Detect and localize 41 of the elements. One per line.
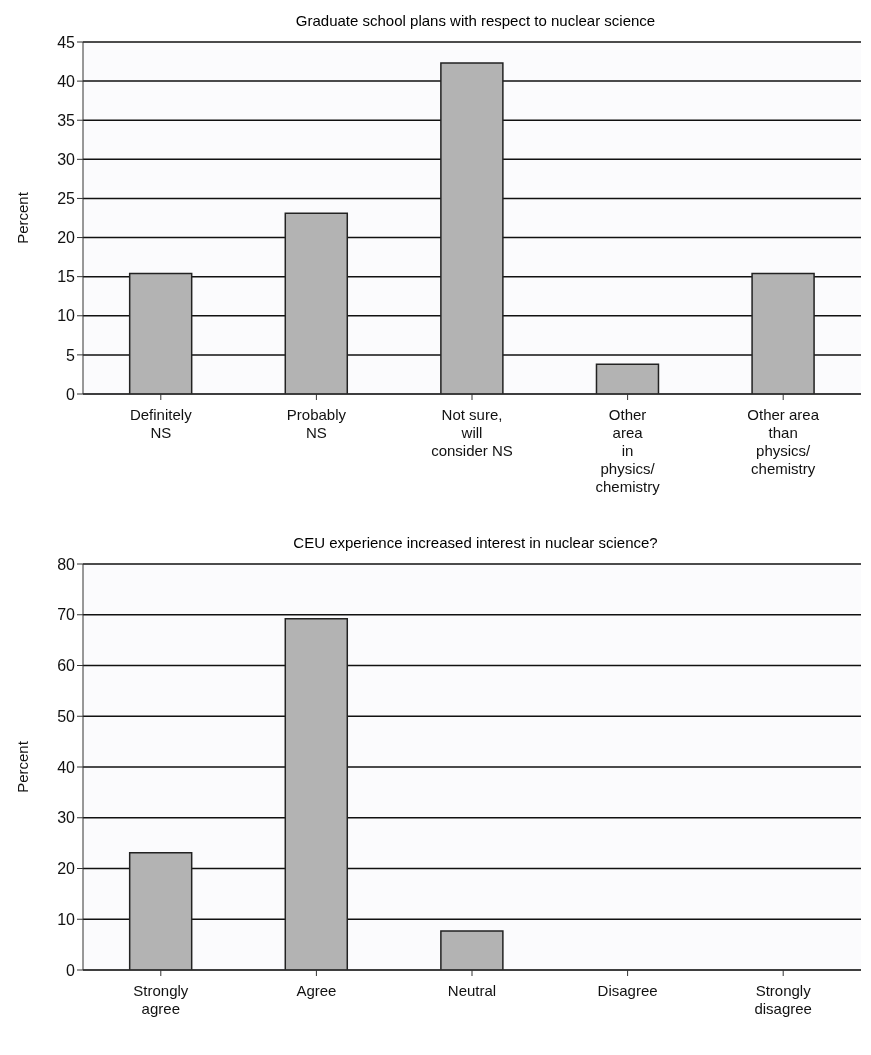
y-tick-label: 70 (57, 606, 76, 624)
x-tick-label: Definitely NS (129, 406, 193, 441)
bar (751, 272, 815, 394)
chart-title: CEU experience increased interest in nuclear science? (292, 534, 659, 553)
bar (284, 618, 349, 970)
y-axis-title: Percent (14, 191, 32, 244)
y-tick-label: 30 (57, 151, 76, 169)
y-tick-label: 20 (57, 860, 76, 878)
y-tick-label: 0 (66, 961, 76, 979)
chart-title: Graduate school plans with respect to nuclear science (294, 12, 657, 31)
y-tick-label: 10 (57, 910, 76, 928)
y-tick-label: 40 (57, 758, 76, 776)
x-tick-label: Neutral (447, 982, 497, 999)
y-tick-label: 15 (57, 268, 76, 286)
y-tick-label: 60 (57, 657, 76, 675)
y-axis-title: Percent (14, 740, 32, 793)
bar (595, 363, 660, 394)
bar (440, 930, 504, 970)
x-tick-label: Probably NS (286, 406, 347, 441)
bar (128, 272, 193, 394)
x-tick-label: Not sure, will consider NS (431, 406, 513, 459)
y-tick-label: 25 (57, 190, 76, 208)
x-tick-label: Strongly agree (133, 982, 189, 1017)
x-tick-label: Other area than physics/ chemistry (747, 406, 820, 477)
x-tick-label: Strongly disagree (754, 982, 812, 1017)
y-tick-label: 45 (57, 33, 76, 51)
y-tick-label: 5 (66, 346, 76, 364)
y-tick-label: 0 (66, 385, 76, 403)
bar (128, 852, 193, 970)
y-tick-label: 40 (57, 72, 76, 90)
y-tick-label: 30 (57, 809, 76, 827)
y-tick-label: 50 (57, 707, 76, 725)
y-tick-label: 80 (57, 555, 76, 573)
x-tick-label: Other area in physics/ chemistry (595, 406, 661, 495)
x-tick-label: Agree (296, 982, 337, 999)
y-tick-label: 35 (57, 111, 76, 129)
bar (284, 212, 349, 394)
x-tick-label: Disagree (597, 982, 658, 999)
y-tick-label: 10 (57, 307, 76, 325)
y-tick-label: 20 (57, 229, 76, 247)
bar (440, 62, 504, 394)
